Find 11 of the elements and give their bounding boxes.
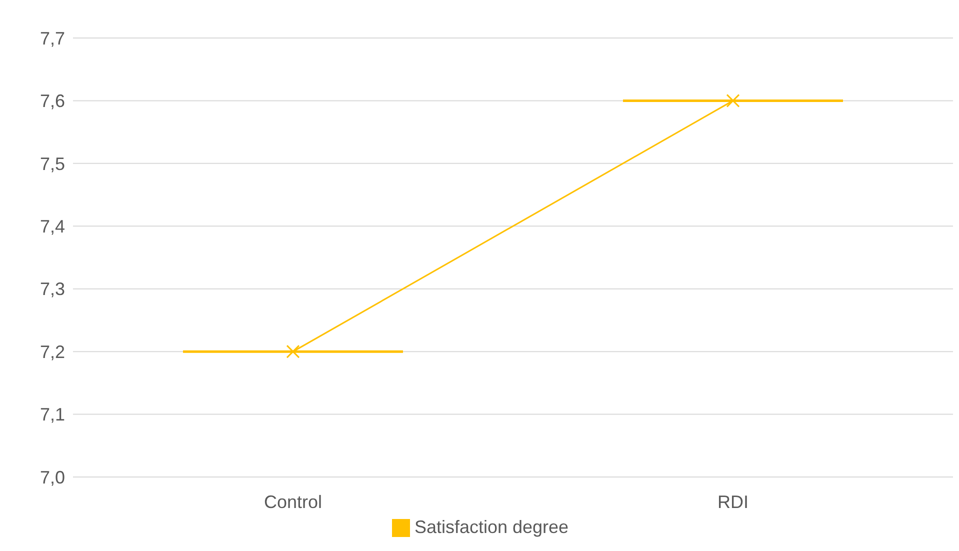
y-tick-label: 7,5 <box>40 154 65 174</box>
y-tick-label: 7,2 <box>40 342 65 362</box>
x-tick-label: Control <box>264 492 322 512</box>
y-tick-label: 7,7 <box>40 28 65 48</box>
y-tick-label: 7,1 <box>40 404 65 425</box>
legend-label: Satisfaction degree <box>414 517 569 537</box>
y-tick-label: 7,0 <box>40 467 65 488</box>
y-tick-label: 7,6 <box>40 91 65 112</box>
x-tick-label: RDI <box>718 492 748 512</box>
y-tick-label: 7,3 <box>40 279 65 300</box>
y-tick-label: 7,4 <box>40 216 65 237</box>
